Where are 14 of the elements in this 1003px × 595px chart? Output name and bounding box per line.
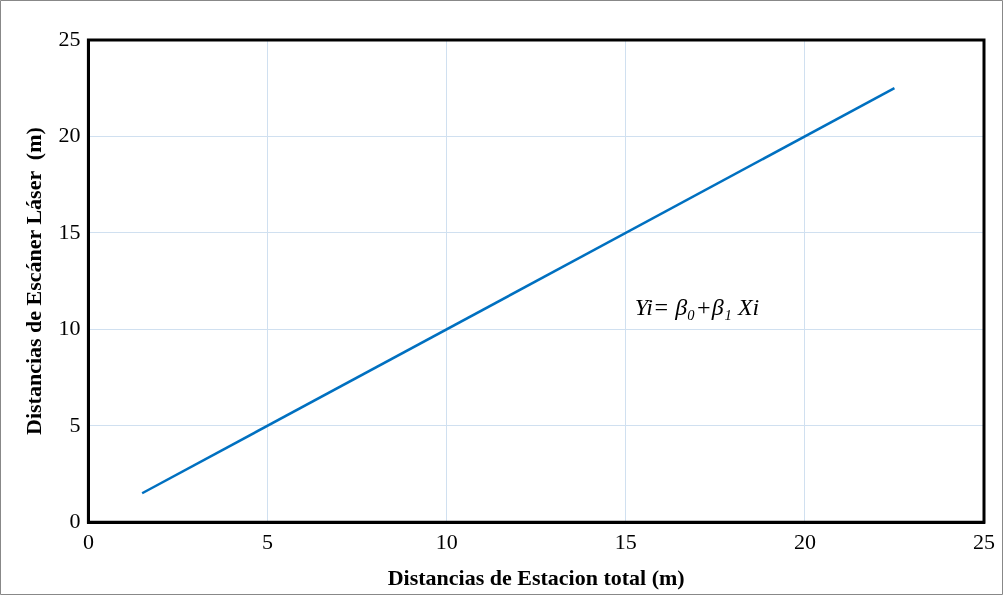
x-tick-label: 15 — [614, 529, 637, 555]
y-tick-label: 15 — [58, 218, 81, 244]
x-axis-title: Distancias de Estacion total (m) — [387, 565, 685, 591]
x-tick-label: 10 — [435, 529, 458, 555]
y-tick-label: 5 — [69, 411, 81, 437]
annotation: Yi= β₀+β₁ Xi — [634, 293, 760, 320]
x-tick-label: 20 — [793, 529, 816, 555]
y-tick-label: 20 — [58, 122, 81, 148]
y-tick-label: 10 — [58, 315, 81, 341]
y-tick-label: 25 — [58, 25, 81, 51]
y-tick-label: 0 — [69, 507, 81, 533]
x-tick-label: 25 — [973, 529, 995, 555]
y-axis-title: Distancias de Escáner Láser (m) — [20, 127, 46, 435]
x-tick-label: 5 — [262, 529, 274, 555]
